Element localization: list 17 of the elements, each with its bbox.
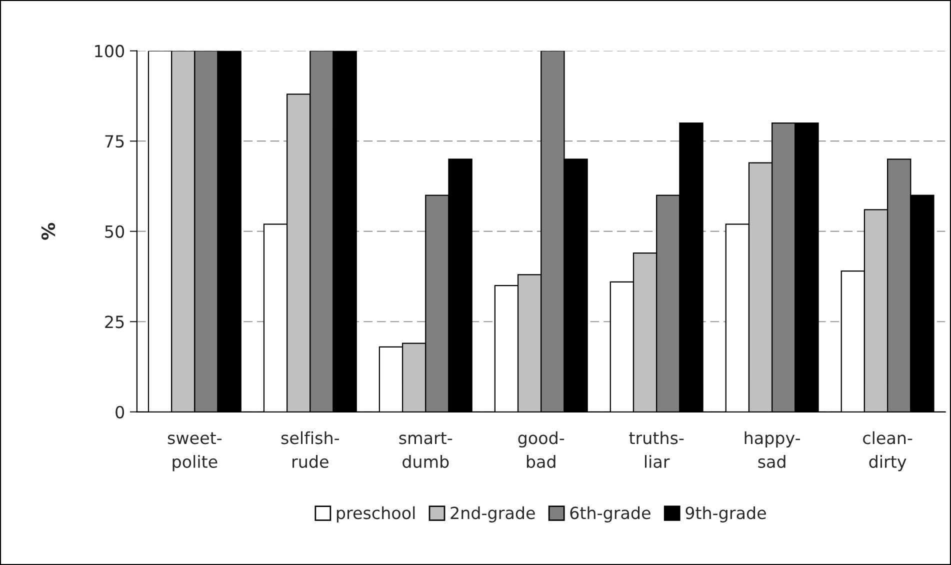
y-tick-label: 25	[105, 316, 124, 328]
y-tick-label: 75	[105, 135, 124, 148]
legend-label: 9th-grade	[686, 506, 766, 522]
y-axis-title: %	[41, 222, 56, 240]
x-tick-label: happy- sad	[744, 431, 800, 468]
y-tick-label: 50	[105, 225, 124, 238]
legend-label: 6th-grade	[570, 506, 650, 522]
x-tick-label: sweet- polite	[168, 432, 222, 472]
legend-label: preschool	[336, 506, 415, 522]
x-tick-label: clean- dirty	[863, 431, 912, 472]
x-tick-label: selfish- rude	[281, 431, 340, 468]
x-tick-label: truths- liar	[629, 431, 684, 468]
x-tick-label: good- bad	[518, 431, 564, 468]
y-tick-label: 0	[116, 406, 124, 418]
x-tick-label: smart- dumb	[399, 432, 452, 468]
legend-label: 2nd-grade	[450, 506, 535, 522]
y-tick-label: 100	[95, 44, 124, 58]
